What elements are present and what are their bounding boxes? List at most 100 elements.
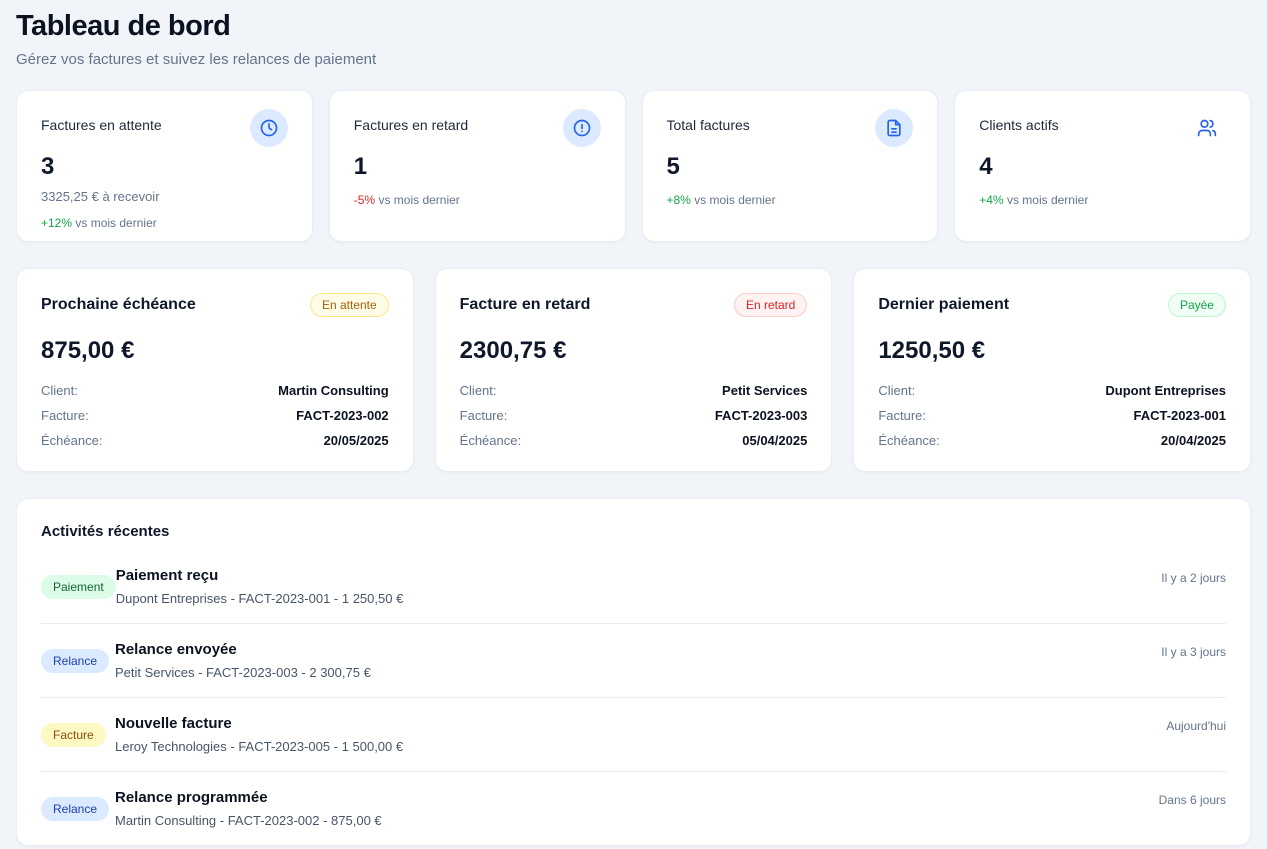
status-badge: Payée — [1167, 293, 1226, 317]
recent-activities-card: Activités récentes Paiement Paiement reç… — [16, 498, 1251, 846]
stat-change: +12% vs mois dernier — [41, 216, 288, 230]
stat-subtext: 3325,25 € à recevoir — [41, 189, 160, 204]
row-label: Client: — [459, 383, 497, 398]
activity-type-badge: Relance — [41, 648, 110, 673]
due-date-row: Échéance: 20/04/2025 — [878, 433, 1226, 448]
stats-row: Factures en attente 3 3325,25 € à recevo… — [16, 90, 1251, 242]
clock-icon — [249, 109, 288, 147]
stat-card-pending-invoices: Factures en attente 3 3325,25 € à recevo… — [16, 90, 313, 242]
stat-label: Factures en retard — [353, 117, 469, 133]
stat-label: Clients actifs — [979, 117, 1059, 133]
activity-time: Il y a 3 jours — [1161, 645, 1226, 659]
stat-change-delta: +8% — [666, 193, 691, 207]
card-title: Prochaine échéance — [41, 296, 196, 313]
invoice-row: Facture: FACT-2023-002 — [41, 408, 389, 423]
row-value: 20/04/2025 — [1160, 433, 1226, 448]
stat-change-suffix: vs mois dernier — [75, 216, 157, 230]
stat-change-delta: +4% — [979, 193, 1004, 207]
page-title: Tableau de bord — [16, 10, 231, 42]
stat-change-delta: -5% — [353, 193, 376, 207]
activities-title: Activités récentes — [41, 523, 170, 540]
row-value: Petit Services — [722, 383, 808, 398]
activity-body: Relance programmée Martin Consulting - F… — [115, 789, 1159, 828]
stat-card-active-clients: Clients actifs 4 +4% vs mois dernier — [954, 90, 1251, 242]
activity-body: Nouvelle facture Leroy Technologies - FA… — [115, 715, 1166, 754]
activity-time: Il y a 2 jours — [1161, 571, 1226, 585]
stat-change-delta: +12% — [41, 216, 73, 230]
row-label: Facture: — [878, 408, 927, 423]
stat-card-total-invoices: Total factures 5 +8% vs mois dernier — [641, 90, 939, 242]
activity-time: Dans 6 jours — [1158, 793, 1226, 807]
activity-title: Relance envoyée — [115, 641, 237, 658]
row-value: FACT-2023-003 — [714, 408, 808, 423]
overdue-invoice-card: Facture en retard En retard 2300,75 € Cl… — [434, 268, 833, 472]
stat-label: Total factures — [666, 117, 750, 133]
status-badge: En retard — [733, 293, 808, 317]
activity-body: Paiement reçu Dupont Entreprises - FACT-… — [116, 567, 1162, 606]
client-row: Client: Martin Consulting — [41, 383, 389, 398]
row-value: 05/04/2025 — [742, 433, 808, 448]
stat-change-suffix: vs mois dernier — [1006, 193, 1089, 207]
stat-card-late-invoices: Factures en retard 1 -5% vs mois dernier — [328, 90, 626, 242]
stat-change-suffix: vs mois dernier — [694, 193, 776, 207]
invoice-row: Facture: FACT-2023-003 — [460, 408, 808, 423]
activity-detail: Leroy Technologies - FACT-2023-005 - 1 5… — [115, 739, 404, 754]
activity-badge-column: Relance — [41, 648, 115, 673]
row-label: Échéance: — [41, 433, 103, 448]
row-label: Échéance: — [459, 433, 522, 448]
activity-body: Relance envoyée Petit Services - FACT-20… — [115, 641, 1161, 680]
activity-item: Relance Relance envoyée Petit Services -… — [41, 624, 1226, 698]
activity-title: Relance programmée — [115, 789, 268, 806]
amount: 875,00 € — [41, 337, 135, 364]
row-value: Dupont Entreprises — [1105, 383, 1226, 398]
row-value: FACT-2023-002 — [296, 408, 389, 423]
row-label: Client: — [878, 383, 916, 398]
alert-circle-icon — [562, 109, 601, 147]
activity-type-badge: Relance — [41, 796, 110, 821]
row-value: 20/05/2025 — [323, 433, 389, 448]
stat-change-suffix: vs mois dernier — [378, 193, 460, 207]
row-label: Échéance: — [878, 433, 940, 448]
users-icon — [1188, 109, 1226, 147]
status-badge: En attente — [309, 293, 389, 317]
next-due-card: Prochaine échéance En attente 875,00 € C… — [16, 268, 414, 472]
activity-time: Aujourd'hui — [1166, 719, 1226, 733]
stat-value: 1 — [353, 153, 368, 180]
activity-title: Nouvelle facture — [115, 715, 232, 732]
last-payment-card: Dernier paiement Payée 1250,50 € Client:… — [853, 268, 1251, 472]
stat-change: +8% vs mois dernier — [667, 193, 914, 207]
row-label: Client: — [41, 383, 78, 398]
row-value: Martin Consulting — [278, 383, 389, 398]
page-subtitle: Gérez vos factures et suivez les relance… — [16, 51, 377, 68]
activity-item: Relance Relance programmée Martin Consul… — [41, 772, 1226, 845]
activity-badge-column: Paiement — [41, 574, 116, 599]
activity-detail: Dupont Entreprises - FACT-2023-001 - 1 2… — [115, 591, 404, 606]
row-value: FACT-2023-001 — [1133, 408, 1226, 423]
row-label: Facture: — [459, 408, 508, 423]
client-row: Client: Dupont Entreprises — [878, 383, 1226, 398]
activity-item: Paiement Paiement reçu Dupont Entreprise… — [41, 550, 1226, 624]
stat-label: Factures en attente — [41, 117, 162, 133]
due-date-row: Échéance: 05/04/2025 — [460, 433, 808, 448]
amount: 1250,50 € — [878, 337, 986, 364]
row-label: Facture: — [41, 408, 89, 423]
activity-item: Facture Nouvelle facture Leroy Technolog… — [41, 698, 1226, 772]
stat-value: 5 — [666, 153, 680, 180]
stat-value: 3 — [41, 153, 55, 180]
activity-detail: Petit Services - FACT-2023-003 - 2 300,7… — [115, 665, 371, 680]
stat-change: -5% vs mois dernier — [354, 193, 601, 207]
activity-type-badge: Facture — [41, 722, 106, 747]
client-row: Client: Petit Services — [460, 383, 808, 398]
card-title: Dernier paiement — [878, 296, 1010, 313]
file-text-icon — [875, 109, 914, 147]
due-date-row: Échéance: 20/05/2025 — [41, 433, 389, 448]
activity-detail: Martin Consulting - FACT-2023-002 - 875,… — [115, 813, 382, 828]
activity-badge-column: Facture — [41, 722, 115, 747]
activity-type-badge: Paiement — [41, 574, 116, 599]
stat-value: 4 — [979, 153, 993, 180]
amount: 2300,75 € — [459, 337, 567, 364]
card-title: Facture en retard — [459, 296, 591, 313]
activity-title: Paiement reçu — [115, 567, 219, 584]
highlights-row: Prochaine échéance En attente 875,00 € C… — [16, 268, 1251, 472]
